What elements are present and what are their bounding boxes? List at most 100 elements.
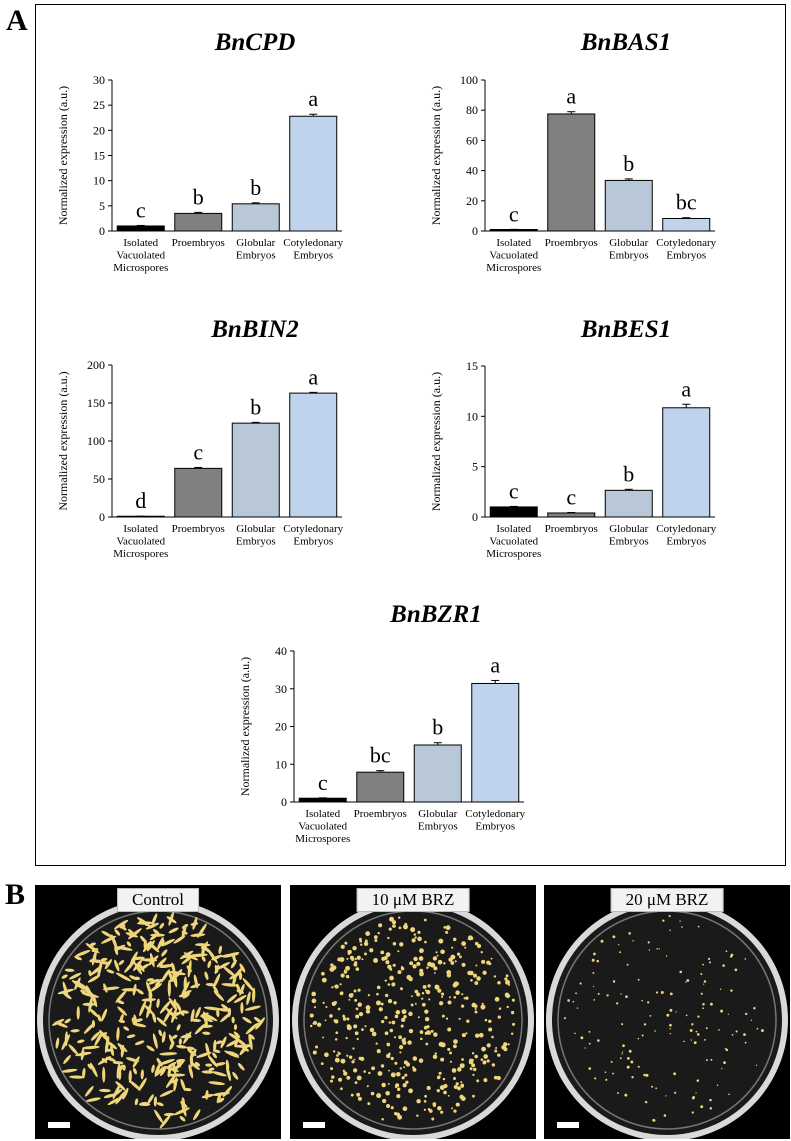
embryo [597,1039,600,1042]
embryo [146,1045,155,1052]
significance-letter: c [193,439,203,464]
embryo [139,935,147,943]
embryo [392,924,396,928]
y-tick-label: 20 [93,123,105,137]
embryo [64,968,75,972]
embryo [335,1031,339,1035]
embryo [679,920,681,922]
embryo [625,995,628,998]
embryo [424,1025,428,1030]
embryo [708,961,712,964]
embryo [182,992,190,999]
category-label: Globular [609,523,648,535]
embryo [420,1037,423,1041]
embryo [180,1010,189,1014]
embryo [361,958,364,961]
embryo [255,1017,266,1030]
embryo [401,1009,407,1015]
embryo [626,1065,630,1069]
embryo [390,1106,394,1110]
y-axis-label: Normalized expression (a.u.) [429,372,443,511]
significance-letter: c [509,478,519,503]
bar [356,771,405,803]
embryo [61,1068,78,1073]
embryo [107,1041,117,1050]
embryo [476,976,481,981]
embryo [353,989,357,993]
embryo [675,1011,677,1013]
embryo [165,1074,176,1088]
embryo [393,1001,397,1005]
embryo [399,987,403,991]
category-label: Vacuolated [116,250,165,262]
embryo [381,1082,386,1088]
category-label: Microspores [295,833,350,845]
embryo [159,1114,171,1129]
embryo [402,1083,407,1088]
embryo [346,1017,350,1021]
embryo [233,994,247,1003]
petri-dish-10um [292,899,534,1139]
embryo [87,1063,93,1070]
bar [231,422,280,518]
embryo [442,1077,446,1081]
embryo [710,1058,713,1061]
embryo [505,979,511,985]
embryo [418,1058,424,1063]
embryo [588,1067,592,1070]
embryo [343,1071,348,1076]
embryo [669,992,673,996]
embryo [123,1026,130,1031]
embryo [404,1073,408,1077]
embryo [194,1061,201,1067]
embryo [400,1024,404,1028]
embryo [234,1044,253,1048]
embryo [416,961,421,966]
embryo [386,1042,391,1047]
embryo [606,994,609,997]
embryo [398,926,402,930]
y-tick-label: 60 [466,133,478,147]
embryo [463,997,466,1000]
embryo [756,1027,759,1030]
embryo [412,964,417,969]
embryo [482,1060,487,1065]
embryo [231,953,237,963]
bar [604,179,653,232]
embryo [621,1053,623,1055]
embryo [644,1100,648,1104]
embryo [339,983,342,986]
embryo [632,940,634,942]
embryo [338,1052,341,1055]
embryo [691,1096,695,1100]
embryo [417,930,421,934]
embryo [242,1016,252,1024]
embryo [506,1005,509,1009]
embryo [389,916,395,922]
embryo [510,1010,515,1015]
category-label: Embryos [609,536,649,548]
embryo [612,935,616,939]
embryo [181,930,188,935]
significance-letter: a [566,84,576,109]
embryo [647,1001,650,1004]
embryo [626,1057,630,1060]
embryo [183,976,187,992]
embryo [159,963,175,969]
embryo [126,941,132,947]
embryo [114,929,121,936]
embryo [122,1087,129,1100]
embryo [743,1033,746,1037]
embryo [720,1009,723,1013]
embryo [418,956,424,961]
significance-letter: b [250,175,261,200]
embryo [624,1093,628,1097]
embryo [471,1002,477,1008]
embryo [346,957,349,960]
embryo [403,1060,408,1065]
embryo [388,1069,390,1072]
scale-bar [557,1122,579,1128]
embryo [252,987,256,1003]
embryo [393,1036,397,1039]
embryo [397,950,400,953]
